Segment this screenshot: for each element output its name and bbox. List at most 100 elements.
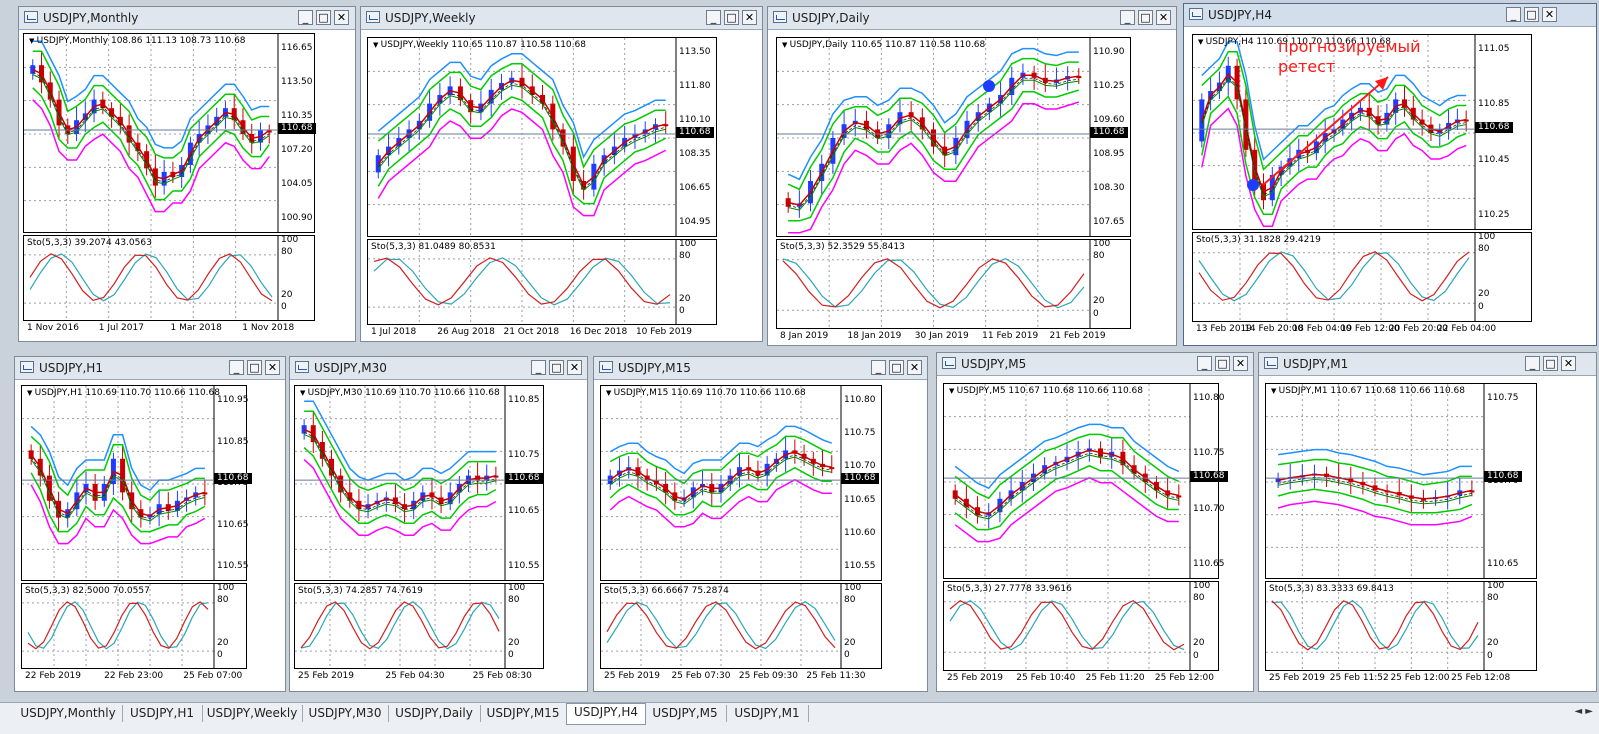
close-button[interactable]: ✕	[334, 10, 349, 25]
minimize-button[interactable]: _	[871, 360, 886, 375]
sto-axis-label: 20	[217, 637, 229, 648]
chart-window-m15[interactable]: USDJPY,M15 _ □ ✕ USDJPY,M15 110.69 110.7…	[593, 356, 928, 692]
maximize-button[interactable]: □	[247, 360, 262, 375]
stochastic-plot[interactable]	[23, 235, 315, 321]
price-axis-label: 110.60	[844, 527, 876, 538]
candle-body	[493, 475, 499, 478]
price-axis-label: 110.65	[217, 519, 249, 530]
close-button[interactable]: ✕	[742, 10, 757, 25]
tab-usdjpy-h4[interactable]: USDJPY,H4	[566, 703, 646, 725]
ma-slow-line	[30, 459, 205, 522]
chart-window-m5[interactable]: USDJPY,M5 _ □ ✕ USDJPY,M5 110.67 110.68 …	[936, 352, 1254, 692]
stochastic-svg	[601, 584, 842, 668]
price-plot[interactable]	[294, 385, 544, 581]
titlebar[interactable]: USDJPY,Monthly _ □ ✕	[19, 7, 355, 30]
chart-window-h1[interactable]: USDJPY,H1 _ □ ✕ USDJPY,H1 110.69 110.70 …	[14, 356, 286, 692]
ma-red-line	[609, 451, 832, 500]
price-plot[interactable]	[776, 37, 1131, 237]
price-chart-svg	[24, 34, 279, 232]
sto-main-line	[27, 601, 209, 650]
chart-window-weekly[interactable]: USDJPY,Weekly _ □ ✕ USDJPY,Weekly 110.65…	[360, 6, 763, 342]
candle-body	[1420, 498, 1426, 501]
envelope-lower-line	[303, 447, 497, 524]
maximize-button[interactable]: □	[889, 360, 904, 375]
sto-signal-line	[1198, 251, 1470, 302]
titlebar[interactable]: USDJPY,M5 _ □ ✕	[937, 353, 1253, 376]
close-button[interactable]: ✕	[1542, 7, 1557, 22]
chart-window-m1[interactable]: USDJPY,M1 _ □ ✕ USDJPY,M1 110.67 110.68 …	[1258, 352, 1597, 692]
stochastic-plot[interactable]	[776, 239, 1131, 329]
chart-window-m30[interactable]: USDJPY,M30 _ □ ✕ USDJPY,M30 110.69 110.7…	[289, 356, 588, 692]
tab-usdjpy-weekly[interactable]: USDJPY,Weekly	[202, 705, 303, 722]
price-axis-label: 110.75	[844, 428, 876, 439]
close-button[interactable]: ✕	[1233, 356, 1248, 371]
price-plot[interactable]	[1265, 383, 1537, 579]
stochastic-plot[interactable]	[1192, 232, 1532, 322]
minimize-button[interactable]: _	[1506, 7, 1521, 22]
price-axis-label: 110.25	[1093, 81, 1125, 91]
tab-usdjpy-m1[interactable]: USDJPY,M1	[726, 705, 809, 722]
tab-usdjpy-monthly[interactable]: USDJPY,Monthly	[14, 705, 123, 722]
tab-usdjpy-m30[interactable]: USDJPY,M30	[302, 705, 389, 722]
maximize-button[interactable]: □	[549, 360, 564, 375]
minimize-button[interactable]: _	[1525, 356, 1540, 371]
maximize-button[interactable]: □	[316, 10, 331, 25]
band-lower-line	[1201, 107, 1467, 227]
titlebar[interactable]: USDJPY,H1 _ □ ✕	[15, 357, 285, 380]
tab-usdjpy-h1[interactable]: USDJPY,H1	[122, 705, 203, 722]
sto-axis-label: 100	[1478, 231, 1496, 242]
titlebar[interactable]: USDJPY,M1 _ □ ✕	[1259, 353, 1596, 376]
titlebar[interactable]: USDJPY,Daily _ □ ✕	[768, 7, 1176, 30]
price-axis-label: 110.70	[1193, 503, 1225, 514]
maximize-button[interactable]: □	[1524, 7, 1539, 22]
price-chart-svg	[601, 386, 842, 580]
sto-main-line	[606, 601, 836, 650]
price-plot[interactable]	[23, 33, 315, 233]
price-plot[interactable]	[943, 383, 1219, 579]
minimize-button[interactable]: _	[298, 10, 313, 25]
titlebar[interactable]: USDJPY,M30 _ □ ✕	[290, 357, 587, 380]
minimize-button[interactable]: _	[1120, 10, 1135, 25]
chart-window-h4[interactable]: USDJPY,H4 _ □ ✕ USDJPY,H4 110.69 110.70 …	[1183, 3, 1597, 346]
tab-usdjpy-daily[interactable]: USDJPY,Daily	[388, 705, 481, 722]
tab-scroll-arrows[interactable]: ◄ ►	[1574, 706, 1593, 717]
stochastic-plot[interactable]	[21, 583, 247, 669]
price-axis-label: 110.65	[1193, 559, 1225, 569]
stochastic-svg	[1266, 582, 1485, 670]
chart-window-daily[interactable]: USDJPY,Daily _ □ ✕ USDJPY,Daily 110.65 1…	[767, 6, 1177, 346]
maximize-button[interactable]: □	[1543, 356, 1558, 371]
maximize-button[interactable]: □	[1215, 356, 1230, 371]
time-axis-label: 25 Feb 08:30	[472, 671, 532, 681]
titlebar[interactable]: USDJPY,H4 _ □ ✕	[1184, 4, 1596, 27]
envelope-lower-line	[788, 89, 1080, 222]
stochastic-plot[interactable]	[943, 581, 1219, 671]
price-plot[interactable]	[600, 385, 882, 581]
close-button[interactable]: ✕	[907, 360, 922, 375]
sto-axis-label: 100	[844, 582, 862, 593]
chart-info-label: USDJPY,M30 110.69 110.70 110.66 110.68	[300, 388, 500, 398]
tab-usdjpy-m5[interactable]: USDJPY,M5	[644, 705, 727, 722]
stochastic-plot[interactable]	[367, 239, 717, 325]
close-button[interactable]: ✕	[1561, 356, 1576, 371]
minimize-button[interactable]: _	[1197, 356, 1212, 371]
stochastic-plot[interactable]	[600, 583, 882, 669]
band-upper-line	[30, 425, 205, 492]
minimize-button[interactable]: _	[531, 360, 546, 375]
titlebar[interactable]: USDJPY,M15 _ □ ✕	[594, 357, 927, 380]
minimize-button[interactable]: _	[706, 10, 721, 25]
tab-usdjpy-m15[interactable]: USDJPY,M15	[480, 705, 567, 722]
stochastic-plot[interactable]	[294, 583, 544, 669]
window-title: USDJPY,H1	[39, 361, 103, 375]
minimize-button[interactable]: _	[229, 360, 244, 375]
titlebar[interactable]: USDJPY,Weekly _ □ ✕	[361, 7, 762, 30]
close-button[interactable]: ✕	[1156, 10, 1171, 25]
maximize-button[interactable]: □	[1138, 10, 1153, 25]
maximize-button[interactable]: □	[724, 10, 739, 25]
chart-window-monthly[interactable]: USDJPY,Monthly _ □ ✕ USDJPY,Monthly 108.…	[18, 6, 356, 342]
ma-slow-line	[788, 79, 1079, 211]
close-button[interactable]: ✕	[567, 360, 582, 375]
sto-axis-label: 0	[1487, 651, 1493, 661]
price-plot[interactable]	[367, 37, 717, 237]
close-button[interactable]: ✕	[265, 360, 280, 375]
stochastic-plot[interactable]	[1265, 581, 1537, 671]
